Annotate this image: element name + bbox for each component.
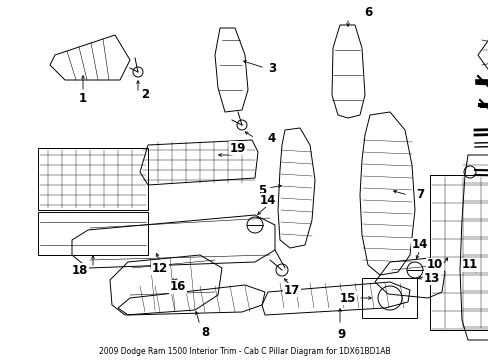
Text: 15: 15: [339, 292, 355, 305]
Text: 2009 Dodge Ram 1500 Interior Trim - Cab C Pillar Diagram for 1DX61BD1AB: 2009 Dodge Ram 1500 Interior Trim - Cab …: [99, 347, 389, 356]
Text: 17: 17: [284, 284, 300, 297]
Bar: [361, 278, 416, 318]
Text: 5: 5: [257, 184, 265, 197]
Text: 3: 3: [267, 62, 276, 75]
Text: 9: 9: [337, 328, 346, 342]
Text: 14: 14: [411, 238, 427, 252]
Text: 1: 1: [79, 91, 87, 104]
Text: 12: 12: [152, 261, 168, 274]
Text: 7: 7: [415, 189, 423, 202]
Text: 10: 10: [426, 258, 442, 271]
Text: 2: 2: [141, 89, 149, 102]
Text: 6: 6: [363, 5, 371, 18]
Bar: [429, 175, 488, 330]
Text: 19: 19: [229, 141, 245, 154]
Bar: [38, 148, 148, 210]
Text: 13: 13: [423, 271, 439, 284]
Text: 14: 14: [259, 194, 276, 207]
Text: 11: 11: [461, 258, 477, 271]
Text: 8: 8: [201, 325, 209, 338]
Text: 18: 18: [72, 264, 88, 276]
Text: 4: 4: [267, 131, 276, 144]
Text: 16: 16: [169, 280, 186, 293]
